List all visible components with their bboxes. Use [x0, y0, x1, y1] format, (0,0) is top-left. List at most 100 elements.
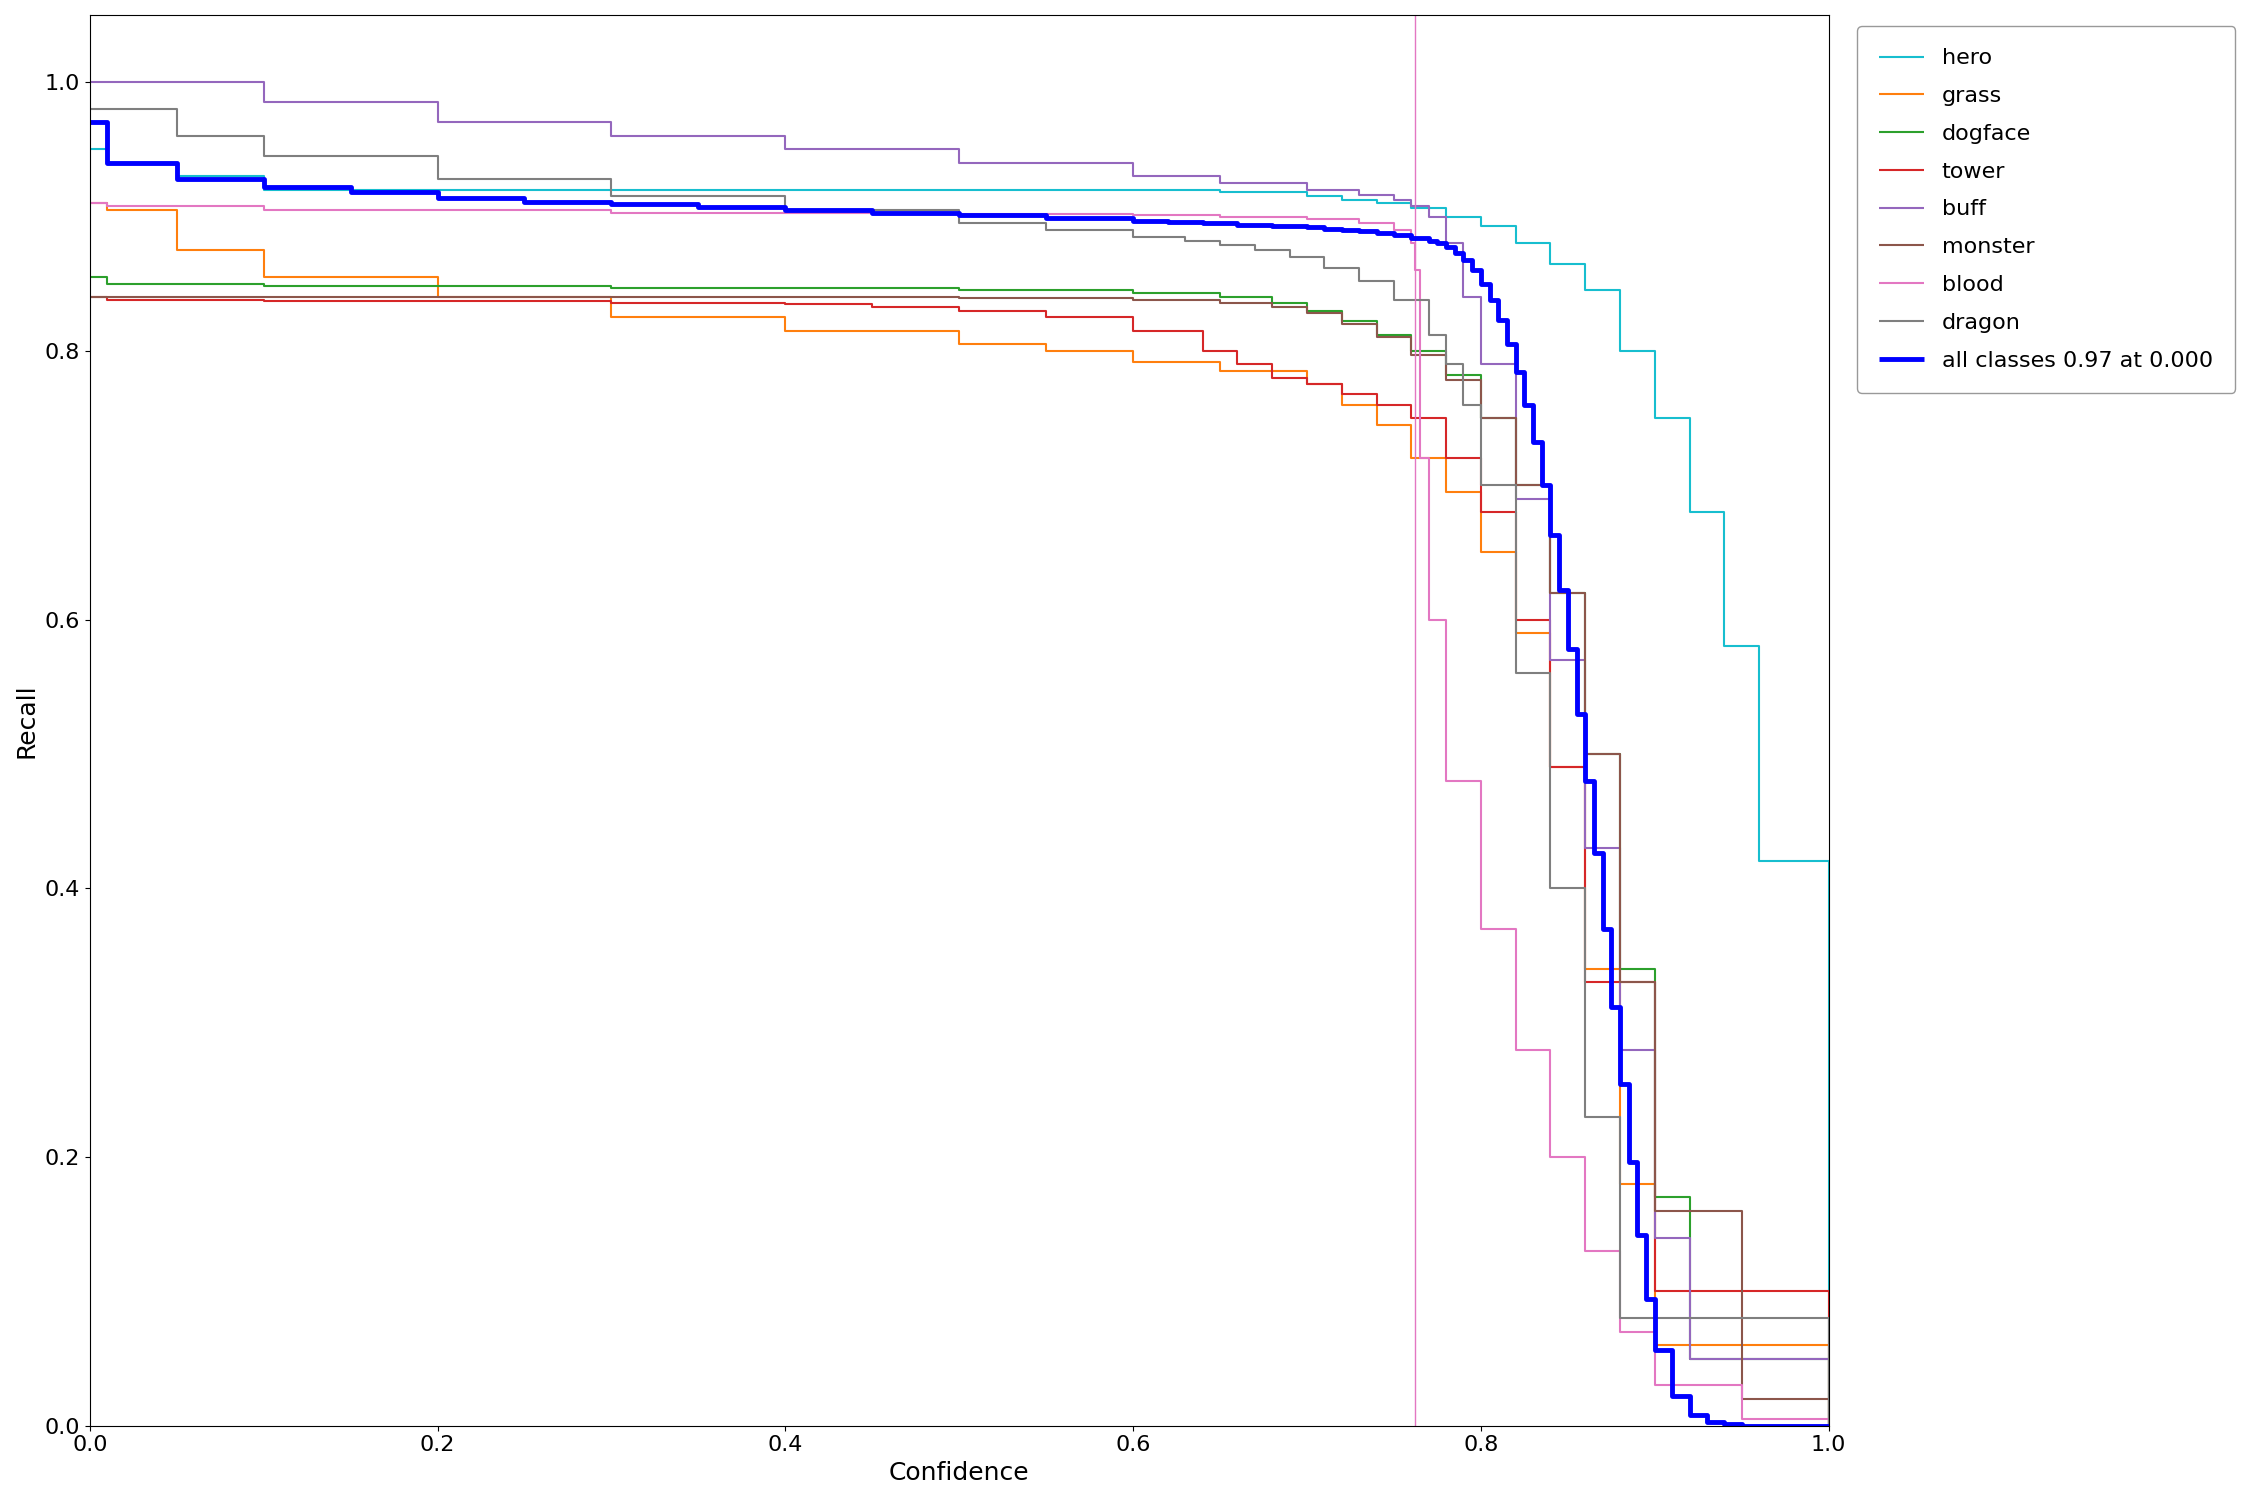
- buff: [772, 141, 799, 159]
- dragon: [1172, 228, 1199, 246]
- grass: [1537, 759, 1564, 777]
- dogface: [945, 282, 972, 300]
- grass: [598, 309, 626, 327]
- monster: [1640, 974, 1667, 992]
- buff: [1676, 1228, 1703, 1246]
- blood: [1728, 1410, 1755, 1428]
- dogface: [94, 268, 122, 286]
- tower: [1364, 396, 1390, 414]
- grass: [1364, 396, 1390, 414]
- blood: [1503, 1041, 1530, 1059]
- hero: [1397, 194, 1424, 211]
- dragon: [1346, 272, 1372, 290]
- blood: [1294, 210, 1321, 228]
- dogface: [250, 274, 277, 292]
- blood: [1467, 772, 1494, 790]
- all classes 0.97 at 0.000: [1503, 334, 1530, 352]
- blood: [250, 201, 277, 219]
- hero: [1503, 217, 1530, 236]
- grass: [1397, 416, 1424, 434]
- blood: [1382, 220, 1408, 238]
- grass: [1294, 362, 1321, 380]
- blood: [1537, 1148, 1564, 1166]
- monster: [1120, 290, 1148, 308]
- dragon: [1242, 236, 1269, 254]
- blood: [1433, 772, 1460, 790]
- dogface: [1503, 476, 1530, 494]
- Line: grass: grass: [90, 202, 1829, 1425]
- hero: [1294, 183, 1321, 201]
- dogface: [1573, 746, 1600, 764]
- tower: [772, 294, 799, 312]
- grass: [1364, 416, 1390, 434]
- dragon: [1206, 231, 1233, 249]
- monster: [1258, 294, 1285, 312]
- dragon: [1433, 356, 1460, 374]
- blood: [1397, 220, 1424, 238]
- dragon: [76, 100, 104, 118]
- dragon: [598, 188, 626, 206]
- monster: [1397, 346, 1424, 364]
- tower: [860, 296, 886, 314]
- dragon: [1312, 248, 1339, 266]
- dogface: [1640, 960, 1667, 978]
- dogface: [1294, 302, 1321, 320]
- monster: [945, 288, 972, 306]
- buff: [1573, 651, 1600, 669]
- tower: [1224, 356, 1251, 374]
- tower: [94, 291, 122, 309]
- grass: [1433, 483, 1460, 501]
- tower: [1033, 302, 1060, 320]
- monster: [1258, 297, 1285, 315]
- dragon: [772, 188, 799, 206]
- grass: [1606, 960, 1634, 978]
- dragon: [1242, 242, 1269, 260]
- hero: [1606, 342, 1634, 360]
- buff: [1640, 1041, 1667, 1059]
- dragon: [1467, 476, 1494, 494]
- tower: [1258, 356, 1285, 374]
- grass: [1816, 1416, 1843, 1434]
- hero: [164, 154, 191, 172]
- dragon: [772, 201, 799, 219]
- blood: [1402, 261, 1429, 279]
- hero: [1503, 234, 1530, 252]
- buff: [598, 128, 626, 146]
- monster: [1728, 1390, 1755, 1408]
- hero: [1537, 255, 1564, 273]
- hero: [772, 180, 799, 198]
- dogface: [1467, 366, 1494, 384]
- buff: [250, 93, 277, 111]
- hero: [1328, 192, 1354, 210]
- dogface: [1676, 1350, 1703, 1368]
- monster: [76, 288, 104, 306]
- buff: [1537, 651, 1564, 669]
- hero: [1206, 180, 1233, 198]
- grass: [1503, 543, 1530, 561]
- blood: [1816, 1410, 1843, 1428]
- buff: [945, 154, 972, 172]
- dragon: [1415, 326, 1442, 344]
- hero: [1206, 183, 1233, 201]
- grass: [1397, 450, 1424, 468]
- hero: [1816, 1416, 1843, 1434]
- dogface: [1816, 1416, 1843, 1434]
- dragon: [1816, 1310, 1843, 1328]
- hero: [1537, 234, 1564, 252]
- Legend: hero, grass, dogface, tower, buff, monster, blood, dragon, all classes 0.97 at 0: hero, grass, dogface, tower, buff, monst…: [1856, 26, 2234, 393]
- hero: [1710, 503, 1737, 520]
- buff: [1415, 196, 1442, 214]
- dogface: [1640, 1188, 1667, 1206]
- monster: [1816, 1390, 1843, 1408]
- hero: [423, 180, 450, 198]
- hero: [1433, 207, 1460, 225]
- hero: [1640, 410, 1667, 428]
- monster: [945, 290, 972, 308]
- hero: [1467, 207, 1494, 225]
- grass: [1328, 396, 1354, 414]
- grass: [76, 194, 104, 211]
- dragon: [1276, 242, 1303, 260]
- tower: [1224, 342, 1251, 360]
- blood: [1120, 206, 1148, 224]
- grass: [598, 288, 626, 306]
